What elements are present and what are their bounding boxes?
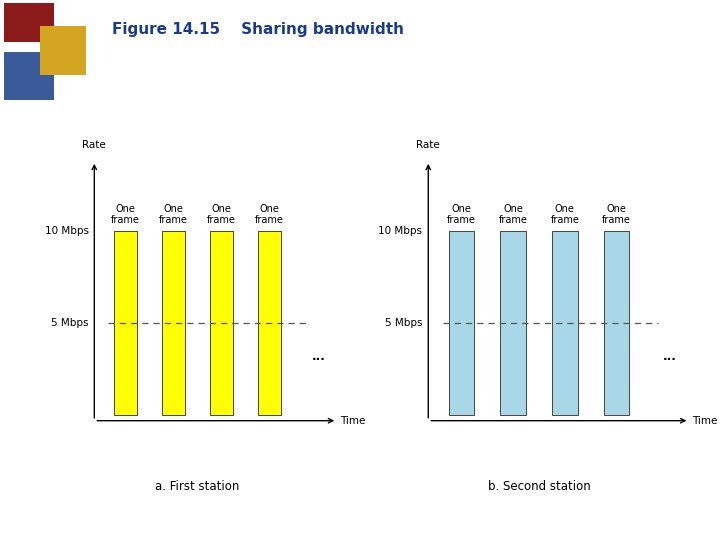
Text: 5 Mbps: 5 Mbps — [384, 318, 422, 328]
Text: Figure 14.15    Sharing bandwidth: Figure 14.15 Sharing bandwidth — [112, 22, 404, 37]
Bar — [4, 3, 54, 42]
Bar — [500, 231, 526, 415]
Text: Rate: Rate — [416, 140, 440, 150]
Text: Rate: Rate — [82, 140, 106, 150]
Text: Time: Time — [340, 416, 365, 426]
Bar — [210, 231, 233, 415]
Text: ...: ... — [312, 350, 326, 363]
Text: One
frame: One frame — [159, 204, 188, 225]
Bar — [449, 231, 474, 415]
Text: ...: ... — [662, 350, 676, 363]
Bar — [40, 26, 86, 75]
Text: 10 Mbps: 10 Mbps — [45, 226, 89, 236]
Text: One
frame: One frame — [602, 204, 631, 225]
Text: One
frame: One frame — [111, 204, 140, 225]
Text: 10 Mbps: 10 Mbps — [378, 226, 422, 236]
Bar — [161, 231, 185, 415]
Text: One
frame: One frame — [499, 204, 528, 225]
Text: One
frame: One frame — [207, 204, 236, 225]
Bar — [4, 52, 54, 100]
Text: 5 Mbps: 5 Mbps — [51, 318, 89, 328]
Text: Time: Time — [693, 416, 718, 426]
Bar — [552, 231, 577, 415]
Text: One
frame: One frame — [550, 204, 580, 225]
Bar — [114, 231, 138, 415]
Text: a. First station: a. First station — [156, 480, 240, 492]
Text: One
frame: One frame — [447, 204, 476, 225]
Text: One
frame: One frame — [255, 204, 284, 225]
Text: b. Second station: b. Second station — [487, 480, 590, 492]
Bar — [258, 231, 282, 415]
Bar — [603, 231, 629, 415]
